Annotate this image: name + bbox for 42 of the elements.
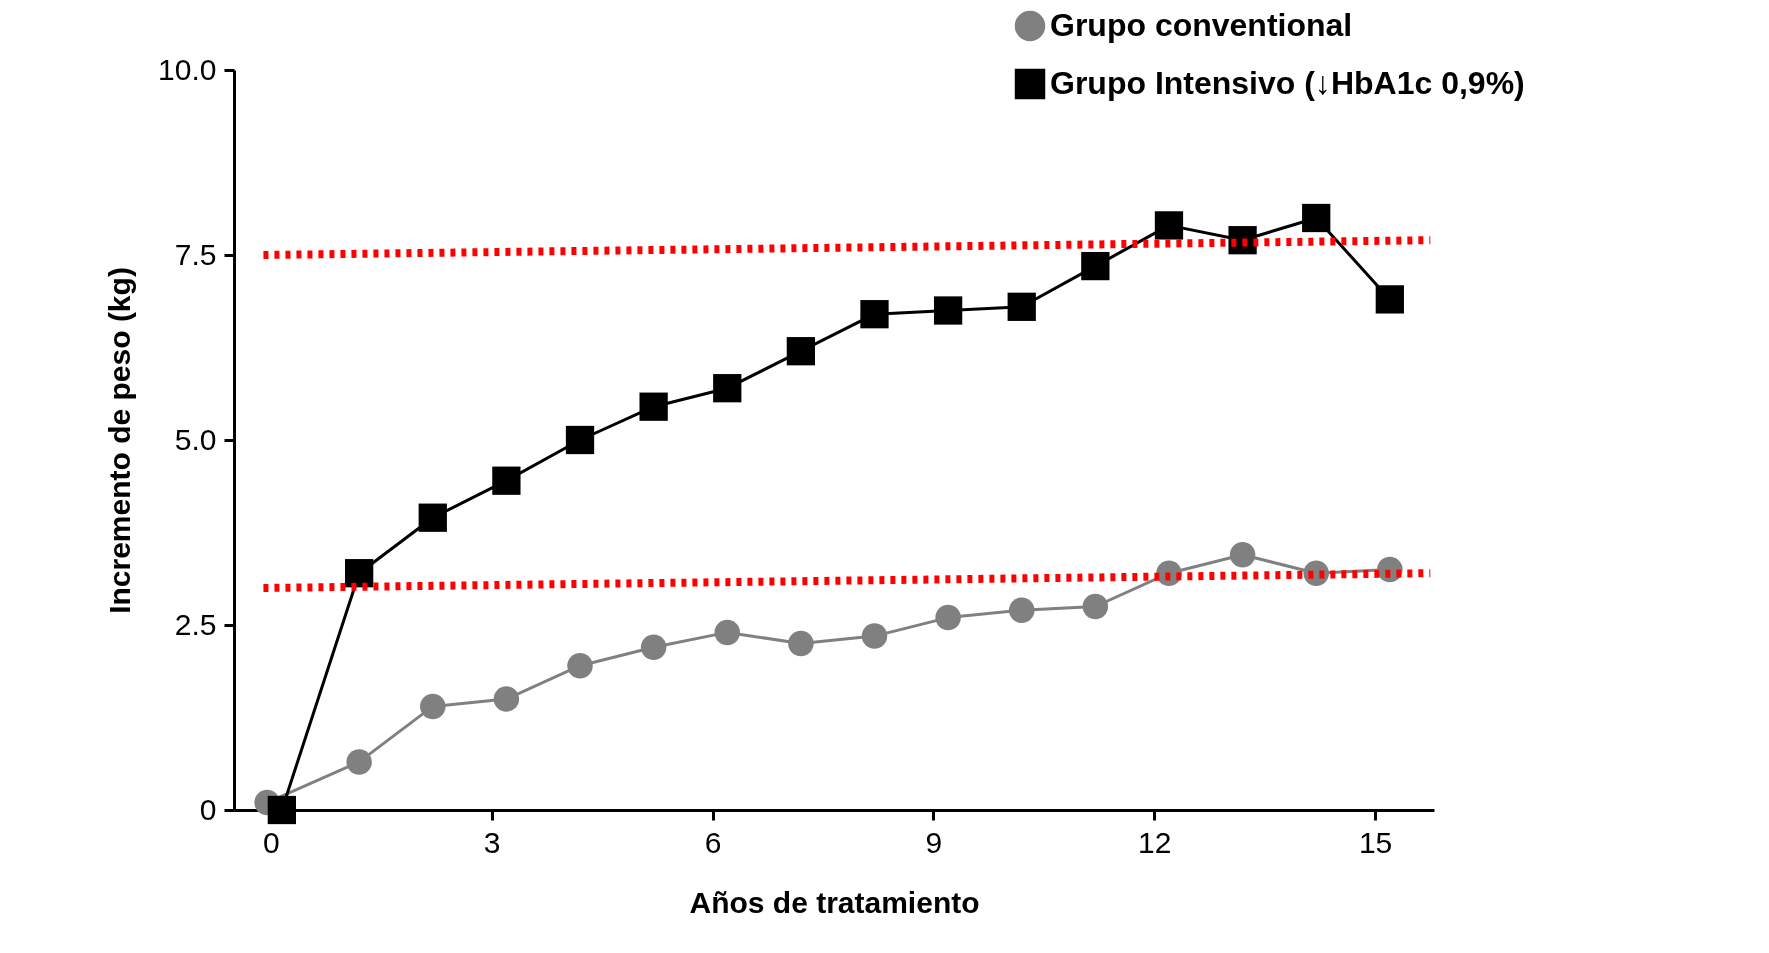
point [1154, 211, 1184, 240]
point [861, 623, 888, 649]
legend-label: Grupo Intensivo (↓HbA1c 0,9%) [1050, 65, 1525, 101]
point [935, 604, 961, 631]
x-tick-label: 9 [925, 825, 943, 859]
point [565, 425, 595, 455]
point [788, 630, 814, 657]
point [639, 392, 668, 421]
point [713, 374, 742, 403]
point [567, 652, 593, 679]
point [860, 300, 889, 329]
point [714, 619, 740, 646]
y-tick-label: 7.5 [174, 237, 217, 271]
y-tick-label: 0 [199, 792, 217, 826]
point [1082, 593, 1109, 620]
x-tick-label: 12 [1138, 825, 1172, 859]
point [1007, 292, 1036, 321]
point [1302, 203, 1331, 233]
point [1008, 597, 1035, 623]
point [346, 749, 372, 775]
x-tick-label: 0 [262, 825, 280, 859]
point [345, 559, 374, 588]
point [492, 466, 521, 495]
x-tick-label: 3 [483, 825, 501, 859]
point [1081, 251, 1110, 281]
point [418, 503, 447, 532]
point [786, 337, 816, 366]
x-axis-title: Años de tratamiento [689, 885, 980, 919]
point [1375, 285, 1404, 314]
point [493, 686, 520, 712]
y-tick-label: 10.0 [158, 52, 217, 86]
point [1229, 541, 1256, 568]
point [267, 795, 296, 825]
legend-label: Grupo conventional [1050, 7, 1353, 43]
y-tick-label: 2.5 [174, 607, 217, 641]
x-tick-label: 15 [1358, 825, 1393, 859]
y-axis-title: Incremento de peso (kg) [103, 267, 137, 614]
x-tick-label: 6 [704, 825, 722, 859]
point [640, 634, 667, 660]
y-tick-label: 5.0 [174, 422, 217, 456]
point [420, 693, 446, 720]
point [933, 296, 963, 325]
